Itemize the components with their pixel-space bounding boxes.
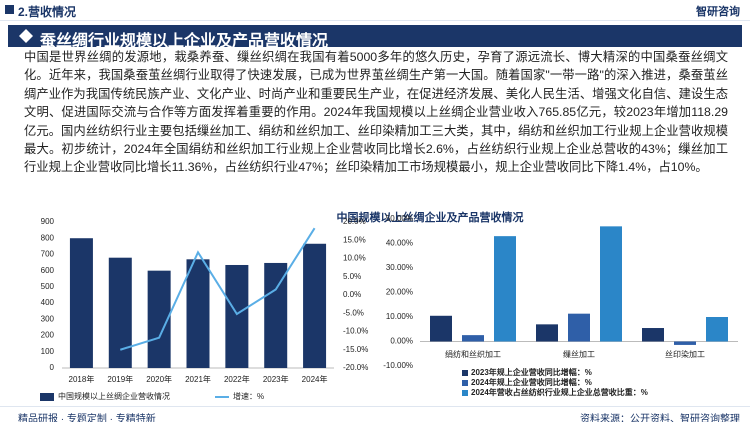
y-tick-label: -10.0% (343, 327, 368, 336)
section-icon (5, 5, 14, 14)
bar (494, 236, 516, 342)
y-tick-label: 800 (41, 233, 55, 242)
bar (674, 341, 696, 345)
x-tick-label: 2020年 (146, 374, 172, 384)
y-tick-label: 0.00% (390, 337, 413, 346)
top-bar: 2.营收情况 智研咨询 (0, 0, 750, 21)
legend-swatch (462, 370, 468, 376)
y-tick-label: 15.0% (343, 235, 366, 244)
legend-swatch (462, 380, 468, 386)
y-tick-label: 500 (41, 282, 55, 291)
x-tick-label: 绢纺和丝织加工 (445, 349, 501, 359)
legend-swatch (462, 390, 468, 396)
legend-label: 2024年营收占丝纺织行业规上企业总营收比重：% (471, 387, 648, 397)
y-tick-label: 600 (41, 266, 55, 275)
y-tick-label: 0.0% (343, 290, 361, 299)
bar (69, 238, 93, 368)
y-tick-label: 20.0% (343, 217, 366, 226)
bar (264, 262, 288, 368)
legend-label: 中国规模以上丝绸企业营收情况 (58, 391, 170, 401)
y-tick-label: 5.0% (343, 272, 361, 281)
y-tick-label: 700 (41, 250, 55, 259)
title-icon (19, 29, 33, 43)
x-tick-label: 2018年 (69, 374, 95, 384)
y-tick-label: -15.0% (343, 345, 368, 354)
y-tick-label: 50.00% (386, 214, 413, 223)
y-tick-label: -5.0% (343, 308, 364, 317)
bar (430, 315, 452, 342)
y-tick-label: 900 (41, 217, 55, 226)
y-tick-label: -10.00% (383, 361, 413, 370)
x-tick-label: 2023年 (263, 374, 289, 384)
bar (706, 317, 728, 342)
y-tick-label: 10.00% (386, 312, 413, 321)
y-tick-label: 100 (41, 347, 55, 356)
title-bar: 蚕丝绸行业规模以上企业及产品营收情况 (8, 25, 742, 50)
bar (108, 257, 132, 368)
bar (568, 313, 590, 342)
footer-left: 精品研报 · 专题定制 · 专精特新 (18, 414, 156, 422)
charts: 中国规模以上丝绸企业及产品营收情况 0 100 200 300 400 500 600 700… (40, 210, 738, 401)
logo: 智研咨询 (696, 6, 740, 18)
legend-label: 增速：% (233, 391, 264, 401)
bar (642, 328, 664, 342)
legend-label: 2023年规上企业营收同比增幅：% (471, 367, 592, 377)
bar (536, 324, 558, 342)
y-tick-label: 10.0% (343, 254, 366, 263)
x-tick-label: 缫丝加工 (563, 349, 595, 359)
y-tick-label: 40.00% (386, 239, 413, 248)
footer: 精品研报 · 专题定制 · 专精特新 资料来源：公开资料、智研咨询整理 (0, 406, 750, 422)
legend-swatch (40, 393, 54, 401)
x-tick-label: 2024年 (302, 374, 328, 384)
y-tick-label: 300 (41, 314, 55, 323)
y-tick-label: 30.00% (386, 263, 413, 272)
line (119, 227, 316, 351)
bar (186, 259, 210, 368)
section-label: 2.营收情况 (18, 5, 77, 19)
page-title: 蚕丝绸行业规模以上企业及产品营收情况 (40, 33, 329, 50)
x-tick-label: 2019年 (107, 374, 133, 384)
legend-label: 2024年规上企业营收同比增幅：% (471, 377, 592, 387)
y-tick-label: 20.00% (386, 288, 413, 297)
charts-title: 中国规模以上丝绸企业及产品营收情况 (337, 210, 524, 224)
bar (600, 226, 622, 342)
bar (462, 335, 484, 342)
bar (147, 270, 171, 368)
y-tick-label: 0 (50, 363, 55, 372)
bar (225, 264, 249, 368)
x-tick-label: 丝印染加工 (665, 349, 705, 359)
x-tick-label: 2022年 (224, 374, 250, 384)
footer-source: 资料来源：公开资料、智研咨询整理 (580, 414, 740, 422)
bar (303, 243, 327, 368)
y-tick-label: -20.0% (343, 363, 368, 372)
y-tick-label: 400 (41, 298, 55, 307)
paragraph: 中国是世界丝绸的发源地，栽桑养蚕、缫丝织绸在我国有着5000多年的悠久历史，孕育… (24, 50, 728, 175)
y-tick-label: 200 (41, 331, 55, 340)
x-tick-label: 2021年 (185, 374, 211, 384)
